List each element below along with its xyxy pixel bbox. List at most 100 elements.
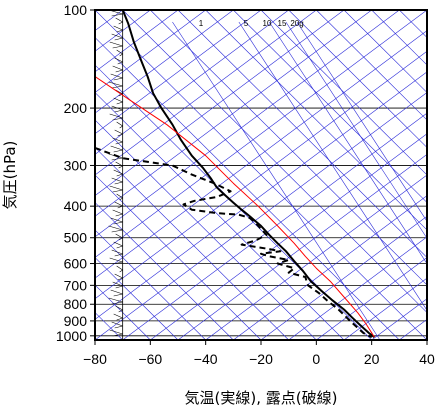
mixing-ratio-line [296, 21, 427, 222]
wind-barb [115, 305, 123, 313]
wind-barb [109, 113, 123, 121]
wind-barb [112, 209, 123, 217]
isotherm-line [122, 112, 427, 340]
wind-barb [109, 329, 123, 337]
y-tick-label: 100 [64, 2, 88, 18]
wind-barb [112, 281, 123, 289]
wind-barb [110, 73, 123, 81]
pressure-grid [95, 9, 427, 337]
dry-adiabat-line [95, 147, 289, 340]
dry-adiabat-line [95, 10, 427, 340]
wind-barb [113, 25, 123, 33]
isotherm-line [233, 195, 427, 340]
isotherm-line [95, 10, 345, 196]
dry-adiabat-line [260, 10, 427, 176]
dry-adiabat-line [233, 10, 427, 203]
dry-adiabat-line [205, 10, 427, 231]
x-tick-label: −20 [249, 351, 273, 367]
x-tick-label: −80 [83, 351, 107, 367]
wind-barbs [108, 10, 124, 340]
wind-barb [109, 41, 123, 49]
mixing-ratio-label: 5 [244, 19, 249, 28]
sounding-series [95, 10, 376, 339]
mixing-ratio-label: 1 [199, 19, 204, 28]
dry-adiabat-line [288, 10, 427, 148]
dry-adiabat-line [95, 119, 317, 340]
dry-adiabat-line [122, 10, 427, 313]
wind-barb [113, 313, 123, 321]
wind-barb [113, 97, 123, 105]
y-axis-title: 気圧(hPa) [1, 141, 19, 210]
mixing-ratio-label: 15 [278, 19, 287, 28]
isotherm-line [288, 236, 427, 340]
isotherm-line [95, 92, 427, 340]
y-tick-label: 700 [64, 277, 88, 293]
x-tick-label: 40 [419, 351, 435, 367]
dry-adiabat-line [95, 92, 345, 340]
isotherm-line [343, 277, 427, 340]
wind-barb [110, 145, 123, 153]
wind-barb [111, 105, 123, 113]
dry-adiabat-line [95, 174, 262, 340]
wind-barb [116, 49, 123, 57]
wind-barb [110, 217, 123, 225]
wind-barb [109, 257, 123, 265]
dry-adiabat-line [343, 10, 427, 93]
isotherm-line [316, 257, 427, 340]
mixing-ratio-label: 20g [290, 19, 303, 28]
wind-barb [114, 129, 123, 137]
wind-barb [114, 57, 123, 65]
wind-barb [115, 233, 123, 241]
dry-adiabat-line [426, 10, 427, 11]
isotherm-line [95, 10, 289, 155]
wind-barb [115, 161, 123, 169]
wind-barb [111, 321, 123, 329]
isotherm-line [95, 10, 262, 135]
isotherm-line [95, 10, 317, 176]
y-tick-label: 800 [64, 296, 88, 312]
isotherm-line [95, 10, 206, 93]
isotherm-line [426, 339, 427, 340]
isotherm-line [95, 10, 179, 73]
isotherm-line [95, 50, 427, 300]
y-tick-label: 900 [64, 313, 88, 329]
wind-barb [113, 169, 123, 177]
y-tick-label: 200 [64, 100, 88, 116]
mixing-ratio-labels: 1 5 10 15 20g [199, 19, 304, 28]
dry-adiabat-line [150, 10, 427, 286]
wind-barb [114, 201, 123, 209]
y-tick-label: 500 [64, 230, 88, 246]
isotherm-line [260, 215, 427, 340]
wind-barb [111, 249, 123, 257]
y-tick-label: 1000 [56, 328, 87, 344]
isotherm-line [95, 10, 400, 238]
mixing-ratio-line [238, 21, 427, 311]
isotherm-line [95, 10, 234, 114]
dry-adiabat-line [95, 257, 179, 340]
wind-barb [116, 265, 123, 273]
y-tick-label: 600 [64, 256, 88, 272]
x-tick-label: 20 [364, 351, 380, 367]
x-tick-label: −40 [194, 351, 218, 367]
dry-adiabat-line [95, 202, 234, 340]
wind-barb [108, 225, 123, 233]
wind-barb [112, 65, 123, 73]
wind-barb [116, 121, 123, 129]
wind-barb [116, 193, 123, 201]
wind-barb [112, 137, 123, 145]
dry-adiabat-line [95, 229, 206, 340]
mixing-ratio-line [269, 21, 427, 265]
wind-barb [115, 17, 123, 25]
wind-barb [114, 273, 123, 281]
wind-barb [110, 289, 123, 297]
wind-barb [109, 185, 123, 193]
wind-barb [111, 177, 123, 185]
x-tick-label: 0 [312, 351, 320, 367]
wind-barb [113, 241, 123, 249]
x-tick-label: −60 [138, 351, 162, 367]
parcel-line [95, 76, 375, 338]
y-tick-label: 400 [64, 198, 88, 214]
mixing-ratio-line [172, 21, 381, 340]
